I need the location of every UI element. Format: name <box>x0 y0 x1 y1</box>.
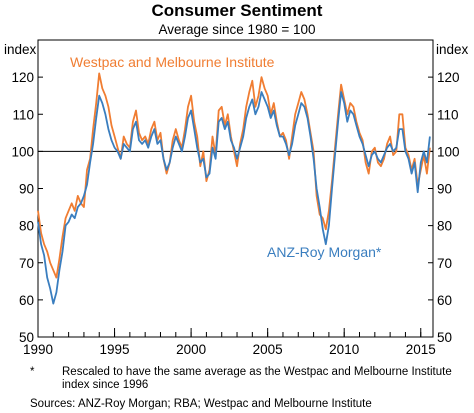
y-tick-label-right: 120 <box>437 70 460 85</box>
x-tick-label: 1990 <box>23 342 53 357</box>
y-tick-label-left: 80 <box>19 219 34 234</box>
y-tick-label-right: 60 <box>437 293 452 308</box>
y-tick-label-right: 50 <box>437 330 452 345</box>
y-tick-label-right: 100 <box>437 144 460 159</box>
y-tick-label-left: 120 <box>11 70 34 85</box>
chart-title: Consumer Sentiment <box>152 1 323 20</box>
footnote-text: Rescaled to have the same average as the… <box>62 366 452 391</box>
y-tick-label-left: 50 <box>19 330 34 345</box>
y-tick-label-right: 90 <box>437 182 452 197</box>
y-axis-label-left: index <box>4 42 37 57</box>
series-line-westpac <box>37 72 431 279</box>
y-tick-label-left: 110 <box>12 107 34 122</box>
x-tick-label: 2005 <box>253 342 283 357</box>
y-tick-label-left: 60 <box>19 293 34 308</box>
y-tick-label-left: 70 <box>19 256 34 271</box>
y-tick-label-right: 80 <box>437 219 452 234</box>
y-tick-label-right: 70 <box>437 256 452 271</box>
legend-label-anz: ANZ-Roy Morgan* <box>267 244 382 260</box>
series-line-anz <box>37 91 431 305</box>
chart-svg: Consumer Sentiment Average since 1980 = … <box>4 1 469 357</box>
x-tick-label: 1995 <box>100 342 130 357</box>
x-tick-label: 2000 <box>176 342 206 357</box>
sources-note: Sources: ANZ-Roy Morgan; RBA; Westpac an… <box>30 398 372 410</box>
y-tick-label-left: 100 <box>11 144 34 159</box>
y-tick-label-right: 110 <box>437 107 459 122</box>
footnote-mark: * <box>30 366 35 378</box>
x-tick-label: 2015 <box>406 342 436 357</box>
y-axis-label-right: index <box>436 42 469 57</box>
y-tick-label-left: 90 <box>19 182 34 197</box>
legend-label-westpac: Westpac and Melbourne Institute <box>70 54 275 70</box>
x-tick-label: 2010 <box>329 342 359 357</box>
chart-subtitle: Average since 1980 = 100 <box>159 22 316 37</box>
